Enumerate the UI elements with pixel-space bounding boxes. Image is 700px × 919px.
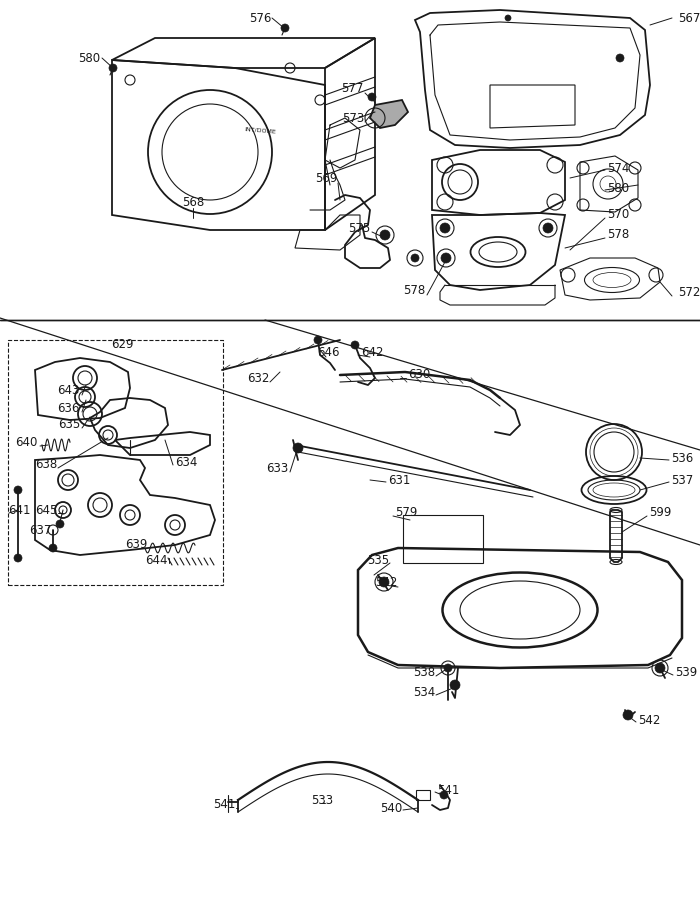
Text: 642: 642 <box>360 346 384 358</box>
Text: 575: 575 <box>348 221 370 234</box>
Circle shape <box>380 230 390 240</box>
Circle shape <box>293 443 303 453</box>
Text: 569: 569 <box>314 172 337 185</box>
Circle shape <box>543 223 553 233</box>
Text: 574: 574 <box>607 162 629 175</box>
Text: 636: 636 <box>57 402 80 414</box>
Text: 633: 633 <box>266 461 288 474</box>
Text: INT/DOME: INT/DOME <box>244 126 276 134</box>
Circle shape <box>49 544 57 552</box>
Text: 578: 578 <box>402 283 425 297</box>
Circle shape <box>411 254 419 262</box>
Text: 638: 638 <box>35 459 57 471</box>
Text: 576: 576 <box>250 12 272 25</box>
Circle shape <box>109 64 117 72</box>
Text: 542: 542 <box>374 576 397 589</box>
Text: 537: 537 <box>671 473 693 486</box>
Text: 599: 599 <box>649 506 671 519</box>
Circle shape <box>351 341 359 349</box>
Text: 646: 646 <box>316 346 340 358</box>
Polygon shape <box>370 100 408 128</box>
Text: 579: 579 <box>395 506 417 519</box>
Circle shape <box>281 24 289 32</box>
Circle shape <box>616 54 624 62</box>
Circle shape <box>444 664 452 672</box>
Circle shape <box>440 791 448 799</box>
Text: 630: 630 <box>408 369 430 381</box>
Bar <box>8 340 223 585</box>
Text: 533: 533 <box>311 793 333 807</box>
Text: 632: 632 <box>246 371 269 384</box>
Text: 580: 580 <box>78 51 100 64</box>
Circle shape <box>314 336 322 344</box>
Text: 540: 540 <box>379 801 402 814</box>
Circle shape <box>440 223 450 233</box>
Bar <box>403 515 483 563</box>
Text: 567: 567 <box>678 12 700 25</box>
Text: 542: 542 <box>638 713 660 727</box>
Text: 541: 541 <box>437 784 459 797</box>
Text: 568: 568 <box>182 196 204 209</box>
Text: 538: 538 <box>413 665 435 678</box>
Text: 580: 580 <box>607 181 629 195</box>
Text: 631: 631 <box>388 473 410 486</box>
Text: 639: 639 <box>125 539 147 551</box>
Circle shape <box>14 554 22 562</box>
Text: 534: 534 <box>413 686 435 698</box>
Text: 572: 572 <box>678 287 700 300</box>
Text: 641: 641 <box>8 504 31 516</box>
Text: 643: 643 <box>57 383 80 396</box>
Circle shape <box>655 663 665 673</box>
Text: 535: 535 <box>367 553 389 566</box>
Circle shape <box>505 15 511 21</box>
Text: 570: 570 <box>607 209 629 221</box>
Text: 634: 634 <box>175 457 197 470</box>
Text: 541: 541 <box>213 799 235 811</box>
Text: 635: 635 <box>57 417 80 430</box>
Circle shape <box>441 253 451 263</box>
Circle shape <box>56 520 64 528</box>
Text: 640: 640 <box>15 436 38 448</box>
Text: 539: 539 <box>675 665 697 678</box>
Text: 536: 536 <box>671 451 693 464</box>
Text: 644: 644 <box>146 554 168 568</box>
Circle shape <box>379 577 389 587</box>
Text: 629: 629 <box>111 338 133 351</box>
Circle shape <box>450 680 460 690</box>
Text: 637: 637 <box>29 524 52 537</box>
Text: 573: 573 <box>342 111 364 124</box>
Circle shape <box>623 710 633 720</box>
Text: 645: 645 <box>34 504 57 516</box>
Text: 578: 578 <box>607 229 629 242</box>
Circle shape <box>14 486 22 494</box>
Text: 577: 577 <box>342 82 364 95</box>
Circle shape <box>368 93 376 101</box>
